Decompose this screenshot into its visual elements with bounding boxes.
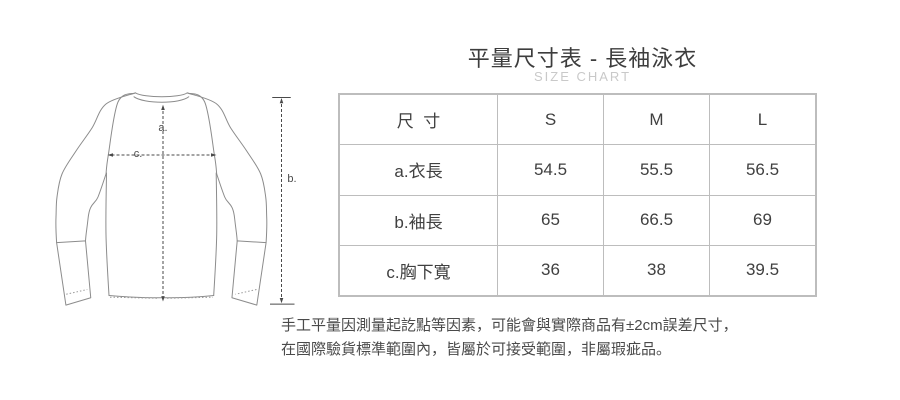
svg-text:b.: b. — [287, 173, 296, 185]
svg-text:c.: c. — [134, 148, 143, 160]
svg-text:a.: a. — [158, 122, 167, 134]
